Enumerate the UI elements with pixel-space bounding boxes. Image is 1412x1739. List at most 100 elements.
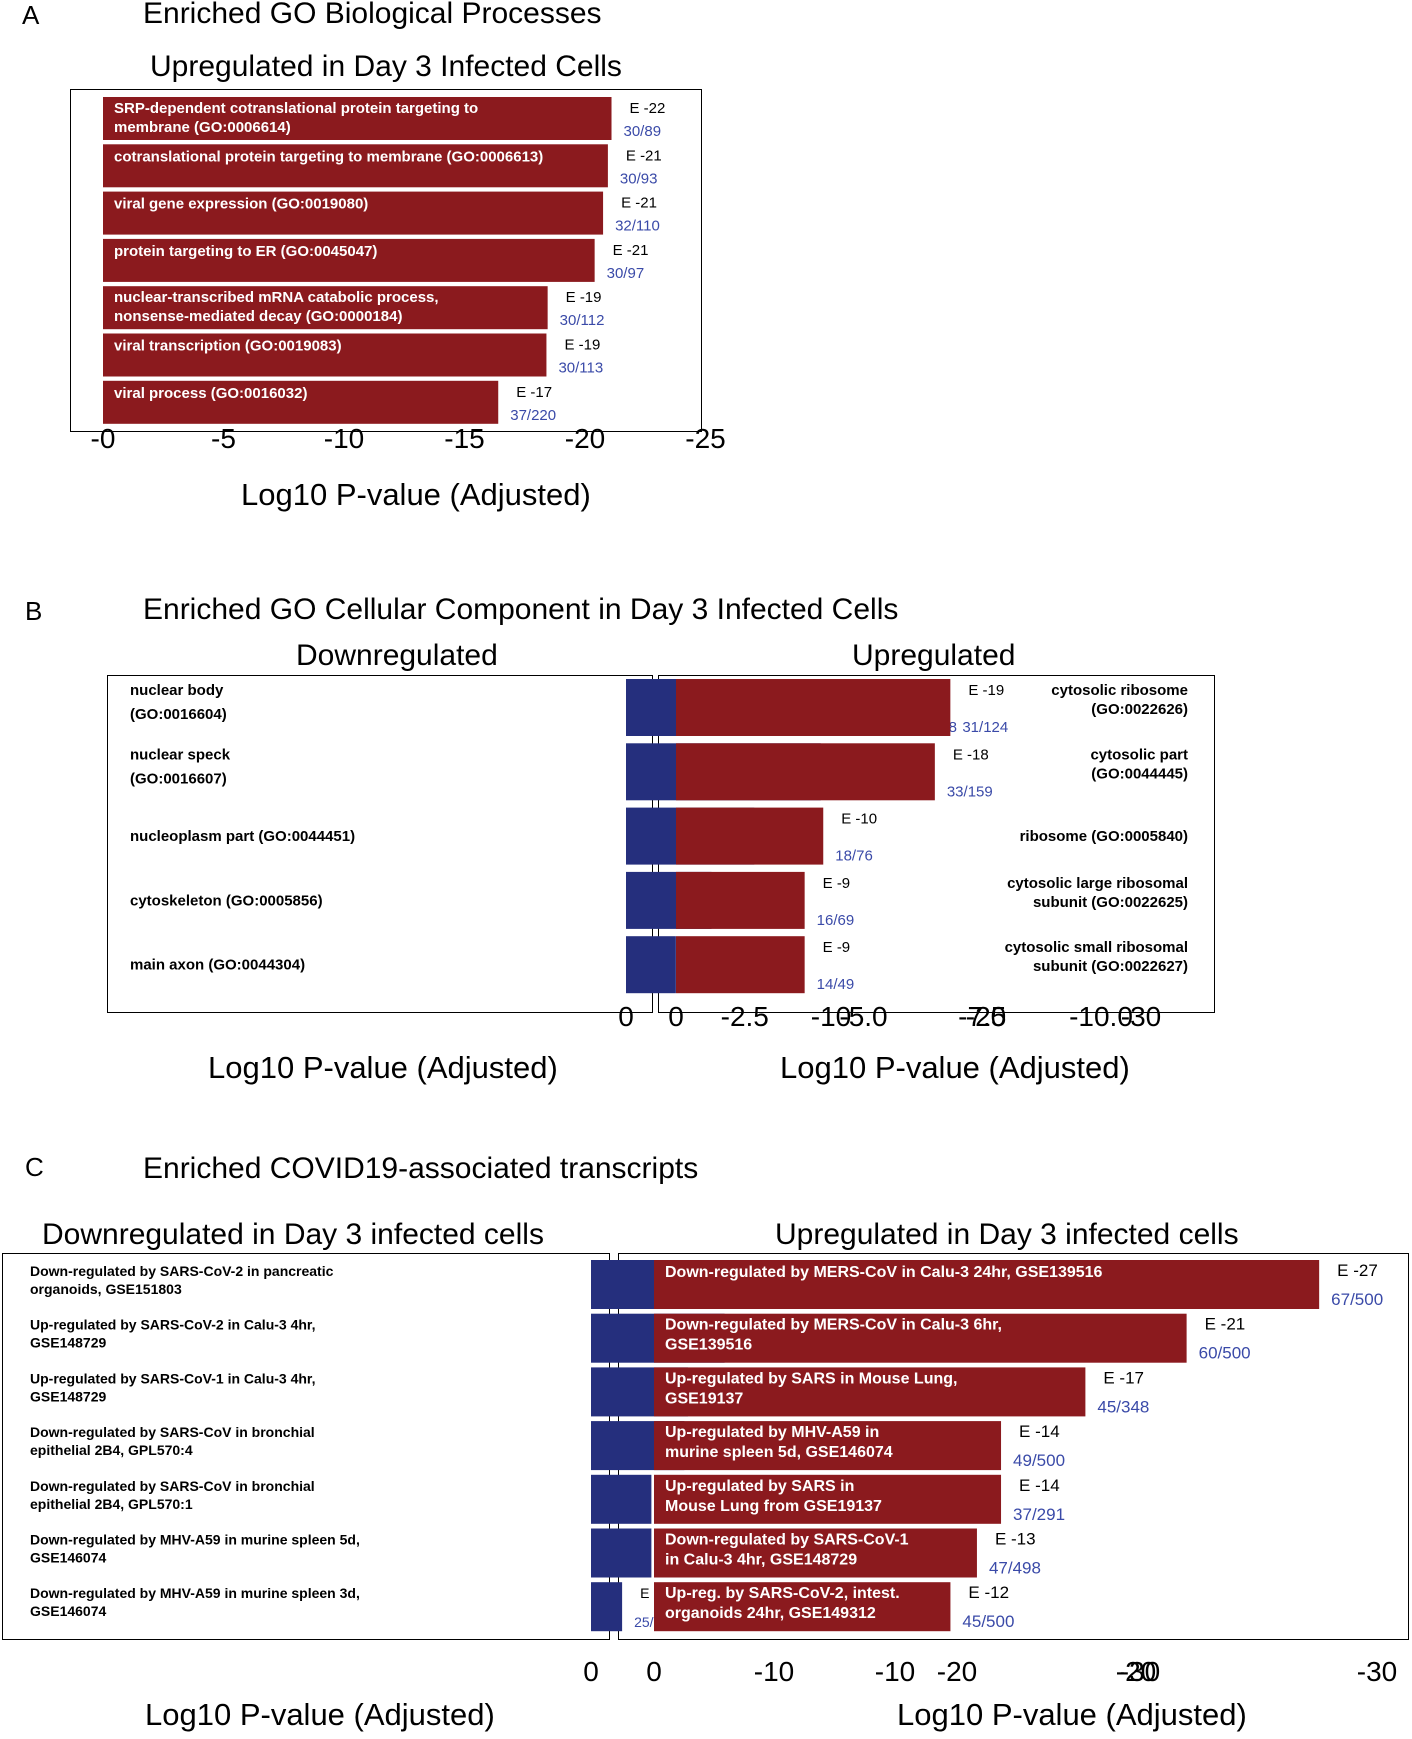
- bar: [654, 1260, 1320, 1309]
- category-label: cytosolic ribosome: [1051, 682, 1188, 699]
- count-label: 49/500: [1013, 1451, 1065, 1470]
- category-label: organoids, GSE151803: [30, 1281, 182, 1297]
- category-label: nonsense-mediated decay (GO:0000184): [114, 308, 402, 325]
- panel-b-title: Enriched GO Cellular Component in Day 3 …: [143, 593, 899, 626]
- bar: [676, 871, 805, 929]
- category-label: epithelial 2B4, GPL570:4: [30, 1442, 193, 1458]
- category-label: Up-regulated by SARS in Mouse Lung,: [665, 1370, 957, 1387]
- count-label: 30/112: [560, 312, 605, 329]
- pvalue-label: E -21: [621, 195, 657, 212]
- category-label: GSE139516: [665, 1337, 752, 1354]
- category-label: Up-regulated by MHV-A59 in: [665, 1424, 879, 1441]
- count-label: 45/348: [1097, 1397, 1149, 1416]
- category-label: nuclear body: [130, 682, 224, 699]
- count-label: 67/500: [1331, 1290, 1383, 1309]
- x-tick-label: -30: [1120, 1656, 1160, 1687]
- x-tick-label: -30: [1121, 1001, 1161, 1032]
- category-label: (GO:0022626): [1091, 701, 1188, 718]
- category-label: cytoskeleton (GO:0005856): [130, 892, 323, 909]
- chart-c-down-xlabel: Log10 P-value (Adjusted): [145, 1697, 495, 1732]
- x-tick-label: -10: [754, 1656, 794, 1687]
- x-tick-label: 0: [668, 1001, 684, 1032]
- bar: [103, 286, 548, 330]
- pvalue-label: E -19: [968, 682, 1004, 699]
- category-label: SRP-dependent cotranslational protein ta…: [114, 100, 478, 117]
- chart-a-xlabel: Log10 P-value (Adjusted): [241, 477, 591, 512]
- pvalue-label: E -19: [564, 337, 600, 354]
- x-tick-label: -25: [685, 423, 725, 454]
- panel-a-letter: A: [22, 0, 40, 30]
- category-label: GSE19137: [665, 1390, 743, 1407]
- pvalue-label: E -19: [566, 289, 602, 306]
- category-label: viral transcription (GO:0019083): [114, 338, 342, 355]
- category-label: Down-regulated by MERS-CoV in Calu-3 24h…: [665, 1264, 1103, 1281]
- category-label: viral process (GO:0016032): [114, 385, 307, 402]
- count-label: 60/500: [1199, 1344, 1251, 1363]
- chart-a-title: Upregulated in Day 3 Infected Cells: [150, 50, 622, 83]
- bar: [103, 333, 547, 377]
- category-label: nuclear speck: [130, 746, 231, 763]
- x-tick-label: -20: [966, 1001, 1006, 1032]
- x-tick-label: 0: [618, 1001, 634, 1032]
- category-label: viral gene expression (GO:0019080): [114, 196, 368, 213]
- bar: [676, 807, 824, 865]
- category-label: GSE148729: [30, 1388, 106, 1404]
- count-label: 31/124: [962, 719, 1008, 736]
- category-label: GSE146074: [30, 1603, 106, 1619]
- category-label: Down-regulated by SARS-CoV in bronchial: [30, 1478, 315, 1494]
- x-tick-label: -7.5: [958, 1001, 1006, 1032]
- bar: [654, 1367, 1086, 1417]
- chart-b-down-xlabel: Log10 P-value (Adjusted): [208, 1050, 558, 1085]
- category-label: subunit (GO:0022625): [1033, 894, 1188, 911]
- chart-b-up-xlabel: Log10 P-value (Adjusted): [780, 1050, 1130, 1085]
- category-label: Up-regulated by SARS in: [665, 1478, 854, 1495]
- bar: [626, 936, 676, 994]
- bar: [654, 1421, 1002, 1471]
- count-label: 18/76: [835, 848, 873, 865]
- category-label: in Calu-3 4hr, GSE148729: [665, 1552, 857, 1569]
- chart-b-up-title: Upregulated: [852, 639, 1016, 672]
- category-label: Down-regulated by MHV-A59 in murine sple…: [30, 1585, 360, 1601]
- category-label: Down-regulated by MERS-CoV in Calu-3 6hr…: [665, 1317, 1002, 1334]
- x-tick-label: -5.0: [839, 1001, 887, 1032]
- bar: [676, 743, 935, 801]
- count-label: 33/159: [947, 783, 993, 800]
- bar: [591, 1528, 652, 1578]
- count-label: 37/291: [1013, 1505, 1065, 1524]
- bar: [591, 1474, 652, 1524]
- bar: [654, 1313, 1187, 1363]
- category-label: Up-regulated by SARS-CoV-1 in Calu-3 4hr…: [30, 1370, 316, 1386]
- bar: [103, 380, 499, 424]
- category-label: Up-regulated by SARS-CoV-2 in Calu-3 4hr…: [30, 1317, 316, 1333]
- panel-c-title: Enriched COVID19-associated transcripts: [143, 1152, 699, 1185]
- category-label: cytosolic small ribosomal: [1005, 939, 1188, 956]
- pvalue-label: E -12: [968, 1583, 1009, 1602]
- count-label: 16/69: [817, 912, 855, 929]
- pvalue-label: E -22: [630, 100, 666, 117]
- category-label: cytosolic large ribosomal: [1007, 875, 1188, 892]
- panel-c-letter: C: [25, 1152, 44, 1182]
- category-label: main axon (GO:0044304): [130, 957, 305, 974]
- category-label: Down-regulated by SARS-CoV-1: [665, 1532, 909, 1549]
- pvalue-label: E -18: [953, 746, 989, 763]
- pvalue-label: E -21: [626, 147, 662, 164]
- x-tick-label: -10.0: [1069, 1001, 1133, 1032]
- category-label: Up-reg. by SARS-CoV-2, intest.: [665, 1585, 900, 1602]
- x-tick-label: -10: [324, 423, 364, 454]
- chart-c-up-xlabel: Log10 P-value (Adjusted): [897, 1697, 1247, 1732]
- category-label: nucleoplasm part (GO:0044451): [130, 828, 355, 845]
- category-label: nuclear-transcribed mRNA catabolic proce…: [114, 289, 439, 306]
- category-label: protein targeting to ER (GO:0045047): [114, 243, 377, 260]
- chart-b-down-frame: [107, 675, 653, 1013]
- chart-c-up-title: Upregulated in Day 3 infected cells: [775, 1218, 1239, 1251]
- pvalue-label: E -9: [823, 939, 851, 956]
- pvalue-label: E -27: [1337, 1261, 1378, 1280]
- category-label: epithelial 2B4, GPL570:1: [30, 1496, 193, 1512]
- bar: [103, 144, 608, 188]
- x-tick-label: -30: [1357, 1656, 1397, 1687]
- count-label: 47/498: [989, 1559, 1041, 1578]
- category-label: (GO:0016604): [130, 706, 227, 723]
- category-label: membrane (GO:0006614): [114, 119, 291, 136]
- category-label: organoids 24hr, GSE149312: [665, 1605, 876, 1622]
- bar: [103, 191, 604, 235]
